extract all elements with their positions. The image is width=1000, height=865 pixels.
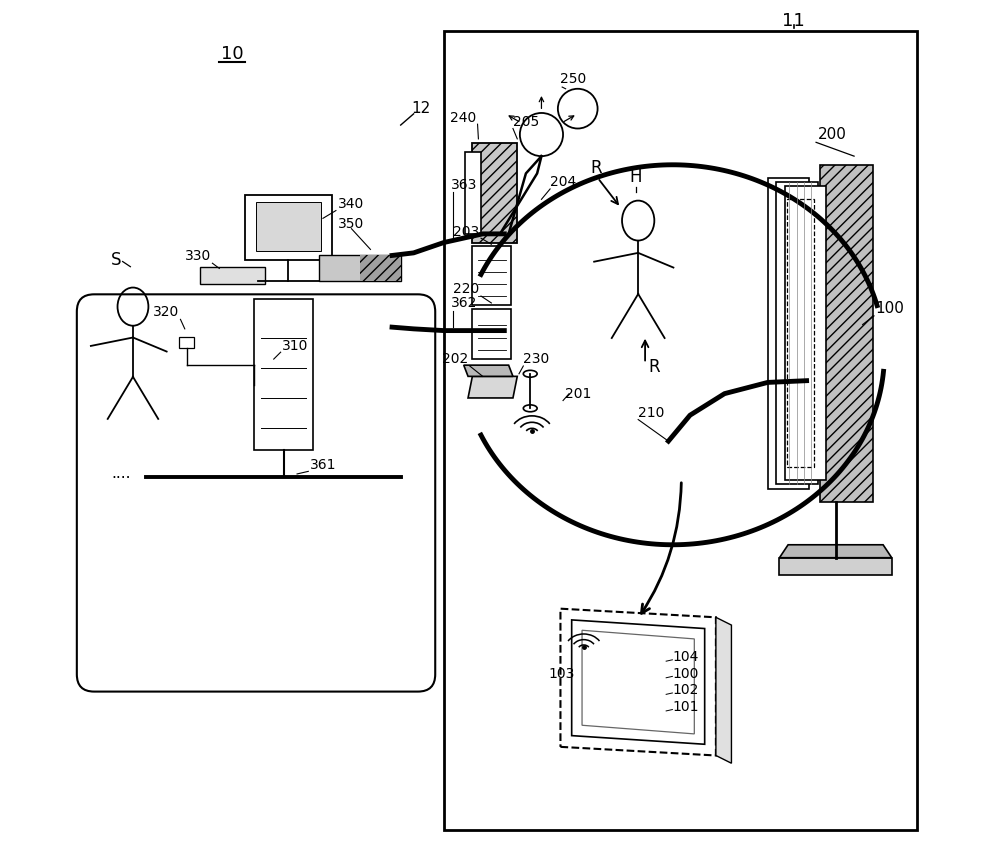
Bar <box>200 266 265 284</box>
Polygon shape <box>716 618 731 763</box>
Text: 340: 340 <box>338 197 364 211</box>
Text: 202: 202 <box>442 352 468 367</box>
Text: 104: 104 <box>672 650 699 664</box>
Text: 12: 12 <box>411 101 430 116</box>
Bar <box>444 31 917 830</box>
Text: 362: 362 <box>451 297 477 311</box>
Bar <box>820 164 873 502</box>
Bar <box>360 255 401 281</box>
Bar <box>472 246 511 304</box>
Text: 320: 320 <box>152 305 179 319</box>
Bar <box>465 152 481 234</box>
Text: 240: 240 <box>450 111 476 125</box>
Bar <box>787 199 814 467</box>
Text: 363: 363 <box>451 178 477 192</box>
Bar <box>254 298 313 450</box>
Polygon shape <box>779 545 892 558</box>
Text: 361: 361 <box>310 458 337 471</box>
Text: 250: 250 <box>560 72 587 86</box>
Bar <box>179 336 194 348</box>
Bar <box>472 309 511 359</box>
Text: ....: .... <box>111 465 131 481</box>
Text: 350: 350 <box>338 217 364 231</box>
Text: 100: 100 <box>672 667 699 681</box>
Text: 101: 101 <box>672 700 699 714</box>
Bar <box>785 186 826 480</box>
Text: 330: 330 <box>184 249 211 263</box>
Text: 100: 100 <box>876 301 905 317</box>
Text: 103: 103 <box>548 667 574 681</box>
Text: R: R <box>649 358 660 376</box>
Bar <box>768 177 809 489</box>
Bar <box>776 182 818 484</box>
Bar <box>472 144 517 242</box>
Text: 205: 205 <box>513 115 539 129</box>
Polygon shape <box>779 558 892 575</box>
Text: 200: 200 <box>818 127 847 142</box>
Text: 10: 10 <box>221 45 244 63</box>
Bar <box>319 255 401 281</box>
Text: 230: 230 <box>523 352 550 367</box>
Text: 102: 102 <box>672 683 699 697</box>
Polygon shape <box>464 365 513 376</box>
Bar <box>256 202 321 251</box>
Text: 203: 203 <box>453 225 479 239</box>
Text: 204: 204 <box>550 176 576 189</box>
Text: R: R <box>591 159 602 177</box>
Polygon shape <box>468 376 517 398</box>
Text: 201: 201 <box>565 387 591 401</box>
Text: 210: 210 <box>638 406 665 420</box>
Text: 310: 310 <box>282 338 309 353</box>
Bar <box>245 195 332 260</box>
Text: H: H <box>629 168 642 186</box>
Text: S: S <box>110 251 121 269</box>
Text: 220: 220 <box>453 283 479 297</box>
Text: 11: 11 <box>782 11 805 29</box>
